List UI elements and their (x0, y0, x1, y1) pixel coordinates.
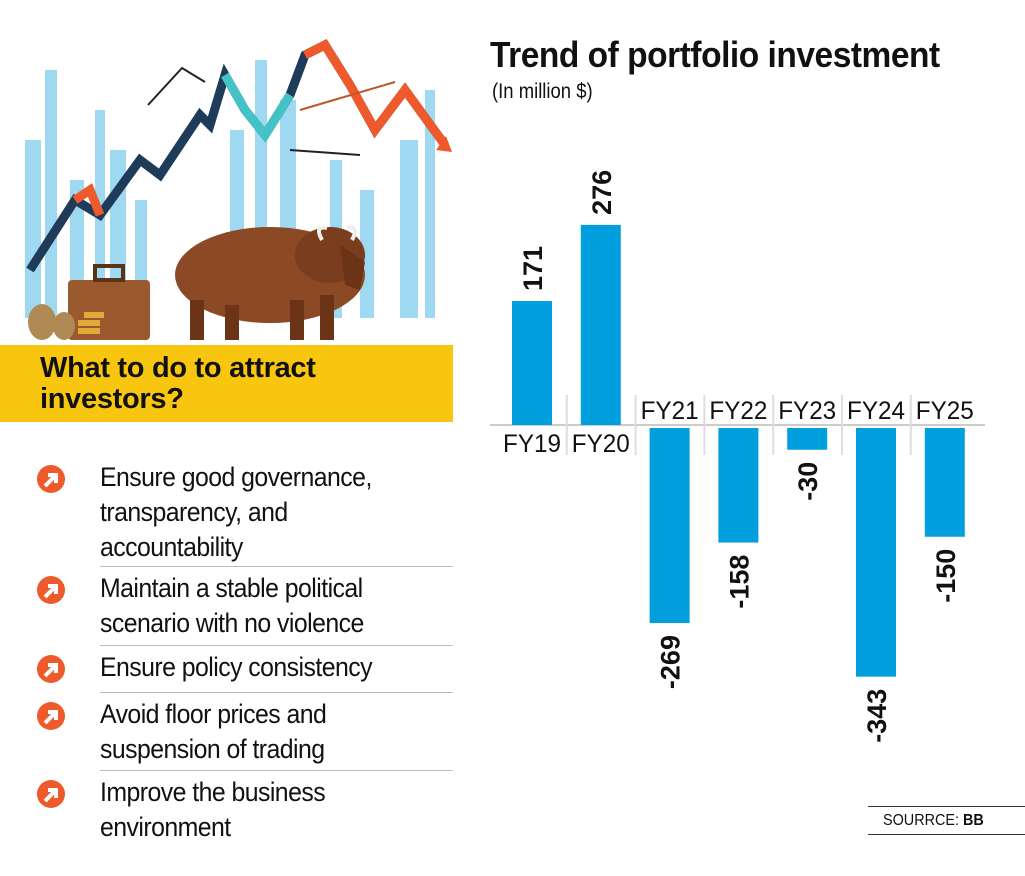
bar-fy22 (718, 428, 759, 543)
section-heading: What to do to attract investors? (40, 352, 316, 415)
bar-fy24 (856, 428, 896, 677)
chart-title: Trend of portfolio investment (490, 34, 940, 75)
bull-market-illustration (0, 39, 460, 345)
bar-fy23 (787, 428, 828, 450)
value-label: -269 (656, 635, 686, 689)
heading-banner: What to do to attract investors? (0, 345, 453, 422)
value-label: -343 (862, 689, 892, 743)
recommendation-text: Avoid floor prices and suspension of trad… (100, 699, 327, 764)
category-label: FY24 (847, 397, 905, 425)
value-label: -158 (724, 555, 754, 609)
arrow-up-right-icon (37, 702, 65, 730)
value-label: -150 (931, 549, 961, 603)
source-divider-bottom (868, 834, 1025, 835)
list-divider (100, 770, 453, 771)
portfolio-investment-bar-chart: 171 FY19 276 FY20 -269 FY21 -158 FY22 -30 FY23 -34… (490, 170, 985, 743)
source-label: SOURRCE: (883, 812, 960, 829)
list-divider (100, 566, 453, 567)
category-label: FY23 (778, 397, 836, 425)
bar-fy19 (512, 301, 552, 425)
value-label: 171 (518, 246, 548, 291)
bar-fy20 (580, 224, 621, 425)
category-label: FY25 (916, 397, 974, 425)
category-label: FY21 (641, 397, 699, 425)
source-divider-top (868, 806, 1025, 807)
list-divider (100, 645, 453, 646)
source-note: SOURRCE: BB (883, 812, 984, 830)
recommendation-text: Maintain a stable political scenario with… (100, 573, 364, 638)
recommendation-text: Ensure good governance, transparency, and… (100, 462, 372, 562)
category-label: FY19 (503, 430, 561, 458)
value-label: -30 (793, 462, 823, 501)
arrow-up-right-icon (37, 576, 65, 604)
bar-fy25 (924, 428, 965, 537)
source-value: BB (963, 812, 984, 829)
arrow-up-right-icon (37, 655, 65, 683)
list-divider (100, 692, 453, 693)
arrow-up-right-icon (37, 465, 65, 493)
category-label: FY20 (572, 430, 630, 458)
arrow-up-right-icon (37, 780, 65, 808)
recommendation-text: Improve the business environment (100, 777, 326, 842)
value-label: 276 (587, 170, 617, 215)
bar-fy21 (649, 428, 690, 624)
category-label: FY22 (709, 397, 767, 425)
recommendation-text: Ensure policy consistency (100, 652, 373, 682)
chart-subtitle: (In million $) (492, 80, 593, 103)
